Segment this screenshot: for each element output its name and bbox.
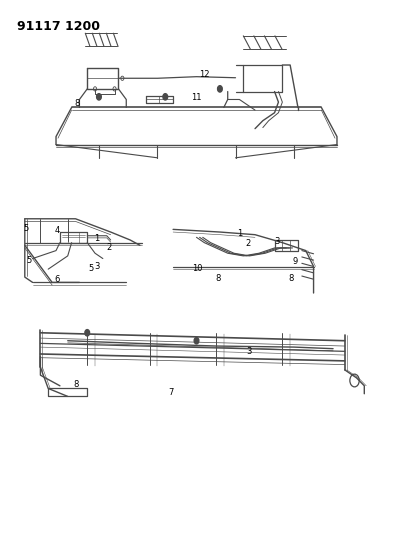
Text: 11: 11 xyxy=(191,93,202,102)
Text: 8: 8 xyxy=(73,380,79,389)
Text: 5: 5 xyxy=(27,256,32,265)
Text: 12: 12 xyxy=(199,70,209,79)
Circle shape xyxy=(163,94,168,100)
Text: 10: 10 xyxy=(192,264,202,272)
Text: 8: 8 xyxy=(215,273,220,282)
Circle shape xyxy=(97,94,101,100)
Text: 9: 9 xyxy=(292,257,298,265)
Text: 1: 1 xyxy=(94,235,99,244)
Text: 5: 5 xyxy=(88,264,94,272)
Text: 3: 3 xyxy=(246,347,252,356)
Text: 6: 6 xyxy=(55,275,60,284)
Text: 8: 8 xyxy=(75,99,80,108)
Text: 5: 5 xyxy=(23,224,28,233)
Text: 91117 1200: 91117 1200 xyxy=(17,20,100,33)
Circle shape xyxy=(218,86,222,92)
Text: 2: 2 xyxy=(106,244,111,253)
Text: 3: 3 xyxy=(94,262,100,271)
Text: 8: 8 xyxy=(288,274,294,283)
Text: 7: 7 xyxy=(169,387,174,397)
Text: 3: 3 xyxy=(274,237,279,246)
Text: 1: 1 xyxy=(237,229,242,238)
Text: 2: 2 xyxy=(245,239,251,248)
Text: 4: 4 xyxy=(55,226,60,235)
Circle shape xyxy=(85,329,90,336)
Circle shape xyxy=(194,337,199,344)
